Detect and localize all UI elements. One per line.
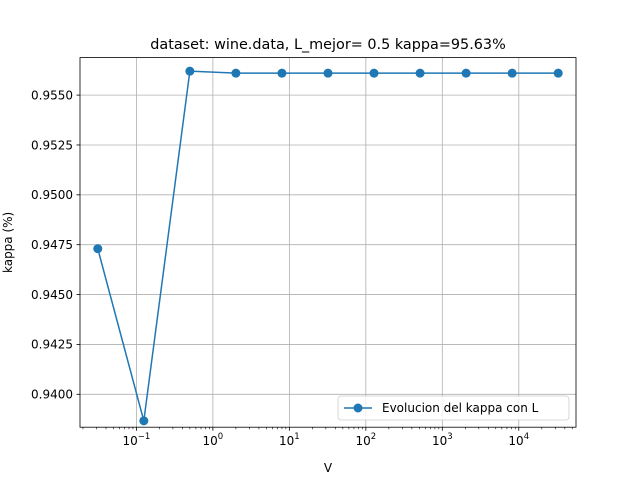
y-tick-label: 0.9450 — [31, 288, 73, 302]
x-tick-label-exponent: 1 — [294, 432, 299, 442]
x-tick-label-base: 10 — [122, 434, 137, 448]
data-point — [553, 68, 563, 78]
data-point — [461, 68, 471, 78]
y-tick-label: 0.9500 — [31, 188, 73, 202]
legend: Evolucion del kappa con L — [337, 395, 570, 421]
y-tick-label: 0.9525 — [31, 138, 73, 152]
y-tick-label: 0.9475 — [31, 238, 73, 252]
series-layer — [93, 66, 563, 426]
data-point — [93, 244, 103, 254]
x-tick-label-base: 10 — [508, 434, 523, 448]
x-tick-label-exponent: 2 — [371, 432, 376, 442]
data-point — [277, 68, 287, 78]
data-point — [323, 68, 333, 78]
chart-title: dataset: wine.data, L_mejor= 0.5 kappa=9… — [150, 37, 506, 53]
data-point — [185, 66, 195, 76]
data-point — [369, 68, 379, 78]
data-point — [415, 68, 425, 78]
x-axis-label: V — [324, 461, 333, 475]
y-axis-label: kappa (%) — [1, 212, 15, 273]
x-tick-label-exponent: 3 — [447, 432, 452, 442]
plot-frame — [79, 57, 577, 428]
x-tick-label-base: 10 — [279, 434, 294, 448]
x-tick-label-exponent: 0 — [218, 432, 223, 442]
y-axis: 0.9400 0.9425 0.9450 0.9475 0.9500 0.9525 0.95… — [31, 88, 80, 402]
x-axis: 10−1 100 101 102 103 104 — [82, 427, 573, 448]
x-tick-label: 104 — [508, 432, 529, 448]
x-tick-label-exponent: −1 — [138, 432, 151, 442]
x-tick-label: 10−1 — [122, 432, 150, 448]
x-tick-label: 100 — [203, 432, 224, 448]
x-tick-label-exponent: 4 — [524, 432, 529, 442]
x-tick-label: 102 — [355, 432, 376, 448]
x-tick-label-base: 10 — [355, 434, 370, 448]
legend-marker — [353, 403, 363, 413]
legend-label: Evolucion del kappa con L — [382, 401, 539, 415]
y-tick-label: 0.9400 — [31, 388, 73, 402]
x-tick-label: 101 — [279, 432, 300, 448]
x-tick-label-base: 10 — [432, 434, 447, 448]
data-point — [139, 416, 149, 426]
data-point — [231, 68, 241, 78]
x-tick-label: 103 — [432, 432, 453, 448]
y-tick-label: 0.9425 — [31, 338, 73, 352]
grid — [80, 57, 576, 428]
legend-box — [337, 395, 570, 421]
x-tick-label-base: 10 — [203, 434, 218, 448]
data-point — [507, 68, 517, 78]
y-tick-label: 0.9550 — [31, 88, 73, 102]
